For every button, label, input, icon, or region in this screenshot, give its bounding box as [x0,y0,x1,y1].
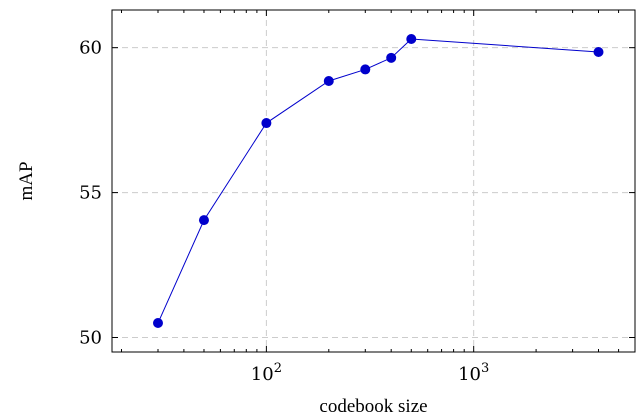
x-tick-label-base: 10 [251,364,274,385]
grid-lines [112,10,635,352]
x-tick-label: 103 [458,361,489,385]
data-point [593,47,604,58]
data-point [323,76,334,87]
x-tick-label-exponent: 3 [481,361,489,376]
data-point [152,318,163,329]
data-point [406,33,417,44]
plot-frame [111,9,636,353]
minor-ticks [120,10,636,352]
y-tick-label: 50 [79,328,102,349]
x-axis-label: codebook size [319,396,427,417]
x-tick-label: 102 [251,361,282,385]
data-point [198,215,209,226]
x-tick-labels: 102 103 [251,361,489,385]
data-point [360,64,371,75]
series-layer [152,33,604,329]
x-tick-label-exponent: 2 [274,361,282,376]
y-tick-label: 60 [79,38,102,59]
y-tick-labels: 50 55 60 [79,38,102,349]
series-line [157,38,599,324]
data-point [261,118,272,129]
x-tick-label-base: 10 [458,364,481,385]
major-ticks [112,10,635,352]
data-point [386,52,397,63]
y-axis-label: mAP [16,161,37,200]
y-tick-label: 55 [79,183,102,204]
